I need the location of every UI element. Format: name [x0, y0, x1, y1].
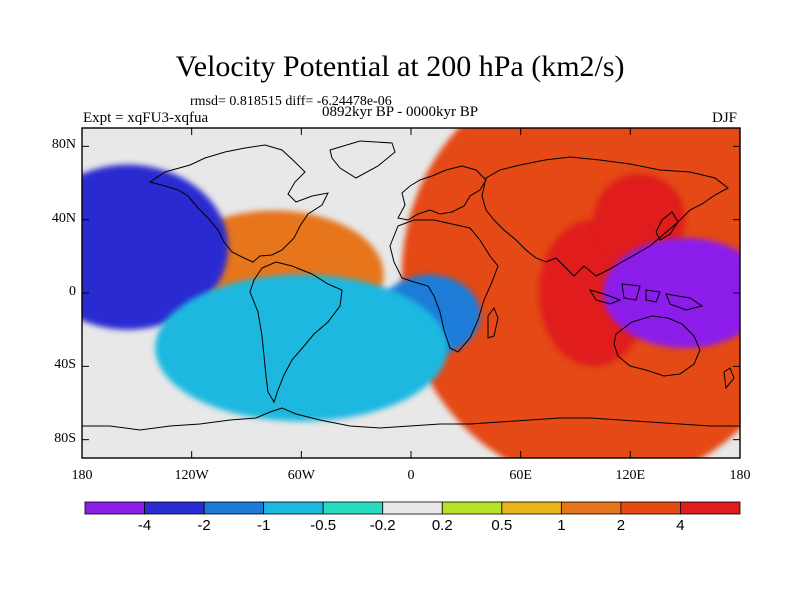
- field-negative-centre-north-pacific: [82, 164, 229, 330]
- stats-line: rmsd= 0.818515 diff= -6.24478e-06: [190, 94, 392, 109]
- x-tick-label: 0: [407, 468, 415, 483]
- season-label: DJF: [712, 110, 738, 126]
- field-negative-zone-south-america: [155, 274, 448, 422]
- coast-greenland: [329, 140, 396, 179]
- colorbar: [84, 501, 741, 515]
- colorbar-label: -4: [137, 517, 152, 534]
- x-tick-label: 120W: [174, 468, 209, 483]
- colorbar-swatch-1: [144, 501, 205, 515]
- colorbar-swatch-4: [322, 501, 384, 515]
- coast-new-zealand: [723, 367, 735, 390]
- y-tick-label: 80N: [51, 137, 76, 153]
- coast-asia: [481, 156, 729, 277]
- colorbar-label: 4: [676, 517, 685, 534]
- coast-south-america: [249, 261, 343, 404]
- colorbar-swatch-8: [560, 501, 622, 515]
- colorbar-label: -2: [197, 517, 211, 534]
- colorbar-swatch-2: [203, 501, 265, 515]
- x-tick-label: 180: [71, 468, 93, 483]
- colorbar-swatch-5: [382, 501, 443, 515]
- colorbar-swatch-9: [620, 501, 681, 515]
- x-tick-label: 120E: [615, 468, 646, 483]
- y-tick-label: 80S: [54, 430, 76, 446]
- coast-new-guinea: [665, 293, 704, 311]
- y-tick-label: 40S: [54, 357, 76, 373]
- colorbar-swatch-3: [263, 501, 324, 515]
- colorbar-label: -1: [256, 517, 271, 534]
- colorbar-label: 0.5: [491, 517, 513, 534]
- coast-north-america: [148, 144, 329, 263]
- field-negative-centre-west-pacific: [602, 238, 740, 348]
- colorbar-label: 2: [616, 517, 626, 534]
- x-tick-label: 60W: [287, 468, 315, 483]
- chart-title: Velocity Potential at 200 hPa (km2/s): [175, 50, 625, 83]
- colorbar-label: -0.5: [310, 517, 337, 534]
- coast-antarctica: [82, 407, 740, 431]
- experiment-label: Expt = xqFU3-xqfua: [83, 110, 209, 126]
- colorbar-label: 1: [557, 517, 566, 534]
- coastlines: [82, 140, 740, 431]
- coast-japan: [655, 211, 679, 241]
- colorbar-label: 0.2: [431, 517, 453, 534]
- colorbar-swatch-6: [441, 501, 503, 515]
- coast-australia: [613, 315, 701, 377]
- x-tick-label: 180: [729, 468, 751, 483]
- colorbar-swatch-0: [84, 501, 145, 515]
- y-tick-label: 40N: [51, 210, 76, 226]
- colorbar-swatch-10: [680, 501, 741, 515]
- field-layer: [82, 128, 740, 458]
- y-tick-label: 0: [69, 284, 76, 299]
- coast-madagascar: [487, 306, 499, 339]
- period-label: 0892kyr BP - 0000kyr BP: [322, 104, 479, 120]
- x-tick-label: 60E: [509, 468, 532, 483]
- axis-ticks: [81, 128, 741, 458]
- coast-indonesia: [588, 283, 661, 305]
- colorbar-label: -0.2: [369, 517, 396, 534]
- colorbar-swatch-7: [501, 501, 562, 515]
- coast-africa: [389, 219, 499, 353]
